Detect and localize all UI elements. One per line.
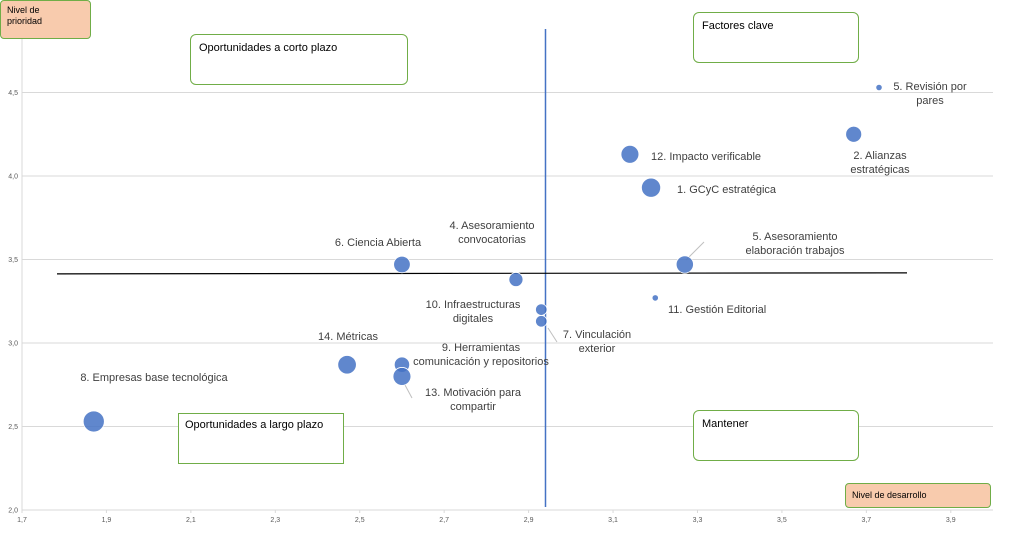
bubble <box>620 144 640 164</box>
x-tick-label: 2,7 <box>439 517 449 524</box>
point-label: 8. Empresas base tecnológica <box>80 372 228 384</box>
leader-line <box>404 384 413 399</box>
x-tick-label: 2,5 <box>355 517 365 524</box>
point-label: 2. Alianzas estratégicas <box>850 150 910 176</box>
x-tick-label: 1,9 <box>102 517 112 524</box>
bubble <box>535 303 548 316</box>
bubbles <box>82 83 883 433</box>
x-tick-label: 3,3 <box>693 517 703 524</box>
point-label: 4. Asesoramiento convocatorias <box>450 220 535 246</box>
point-label: 9. Herramientas comunicación y repositori… <box>413 342 549 368</box>
y-axis-title: Nivel de prioridad <box>0 0 91 39</box>
bubble <box>875 83 883 92</box>
x-tick-label: 1,7 <box>17 517 27 524</box>
horizontal-reference-line <box>56 272 908 275</box>
point-labels: 1. GCyC estratégica 2. Alianzas estratégic… <box>80 81 967 413</box>
y-tick-label: 3,5 <box>8 257 18 264</box>
y-axis-ticks: 2,0 2,5 3,0 3,5 4,0 4,5 <box>8 90 18 515</box>
point-label: 5. Asesoramiento elaboración trabajos <box>745 231 845 257</box>
quadrant-key-factors: Factores clave <box>693 12 859 63</box>
bubble <box>675 255 694 274</box>
point-label: 5. Revisión por pares <box>893 81 967 107</box>
point-label: 1. GCyC estratégica <box>677 184 777 196</box>
bubble <box>651 294 659 302</box>
y-tick-label: 4,0 <box>8 174 18 181</box>
bubble <box>393 255 411 274</box>
x-tick-label: 3,1 <box>608 517 618 524</box>
point-label: 14. Métricas <box>318 331 378 343</box>
point-label: 7. Vinculación exterior <box>563 329 631 355</box>
x-axis-title: Nivel de desarrollo <box>845 483 991 508</box>
reference-lines <box>56 29 908 507</box>
quadrant-short-term: Oportunidades a corto plazo <box>190 34 408 85</box>
bubble <box>845 125 863 143</box>
point-label: 11. Gestión Editorial <box>668 304 766 316</box>
bubble <box>392 367 412 386</box>
x-tick-label: 2,3 <box>270 517 280 524</box>
point-label: 6. Ciencia Abierta <box>335 237 422 249</box>
y-tick-label: 2,5 <box>8 424 18 431</box>
quadrant-maintain: Mantener <box>693 410 859 461</box>
point-label: 10. Infraestructuras digitales <box>426 299 521 325</box>
y-tick-label: 3,0 <box>8 341 18 348</box>
bubble <box>535 315 548 328</box>
y-tick-label: 4,5 <box>8 90 18 97</box>
bubble <box>337 355 357 375</box>
x-tick-label: 3,7 <box>861 517 871 524</box>
point-label: 13. Motivación para compartir <box>425 387 522 413</box>
x-tick-label: 2,9 <box>524 517 534 524</box>
point-label: 12. Impacto verificable <box>651 151 761 163</box>
x-tick-label: 3,5 <box>777 517 787 524</box>
bubble <box>82 410 105 433</box>
x-axis-ticks: 1,7 1,9 2,1 2,3 2,5 2,7 2,9 3,1 3,3 3,5 3,7 3,9 <box>17 510 956 524</box>
quadrant-long-term: Oportunidades a largo plazo <box>178 413 344 464</box>
leader-lines <box>404 241 705 399</box>
y-tick-label: 2,0 <box>8 508 18 515</box>
bubble <box>508 272 524 287</box>
x-tick-label: 3,9 <box>946 517 956 524</box>
leader-line <box>547 327 558 343</box>
bubble <box>641 177 662 198</box>
x-tick-label: 2,1 <box>186 517 196 524</box>
